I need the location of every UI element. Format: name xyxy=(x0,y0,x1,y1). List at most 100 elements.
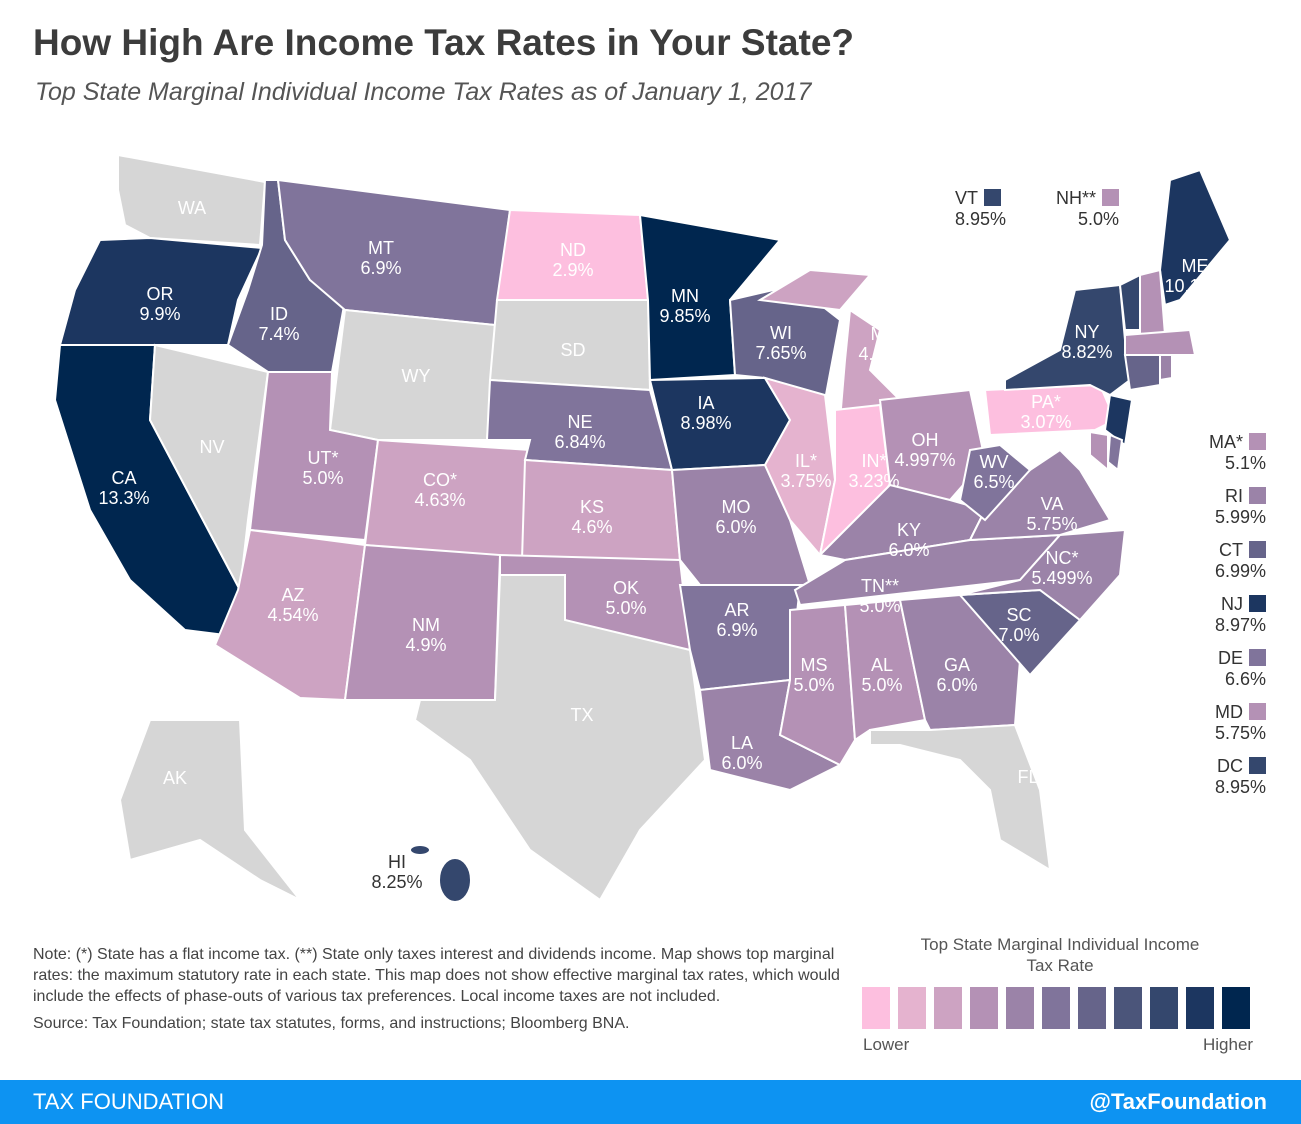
state-abbr: AR xyxy=(724,600,750,620)
state-label-IN: IN* 3.23% xyxy=(848,451,899,491)
state-MA xyxy=(1124,328,1197,356)
footer-handle[interactable]: @TaxFoundation xyxy=(1089,1089,1267,1114)
state-rate: 6.84% xyxy=(554,432,606,452)
state-abbr: DE xyxy=(1217,648,1243,668)
state-abbr: UT* xyxy=(307,448,339,468)
state-label-LA: LA 6.0% xyxy=(721,733,762,773)
state-abbr: NJ xyxy=(1221,594,1243,614)
state-rate: 6.99% xyxy=(1214,561,1266,581)
state-abbr: TN** xyxy=(860,576,899,596)
state-abbr: MT xyxy=(368,238,394,258)
color-swatch xyxy=(1102,189,1120,206)
state-rate: 5.0% xyxy=(793,675,835,695)
state-rate: 6.0% xyxy=(721,753,763,773)
footer-brand: TAX FOUNDATION xyxy=(33,1089,225,1114)
state-MI-upper xyxy=(757,268,873,312)
state-abbr: NM xyxy=(412,615,440,635)
state-label-AL: AL 5.0% xyxy=(861,655,902,695)
legend-swatch-3 xyxy=(934,987,962,1029)
state-label-OK: OK 5.0% xyxy=(605,578,646,618)
footer-bar: TAX FOUNDATION @TaxFoundation xyxy=(0,1080,1301,1124)
state-abbr: KS xyxy=(579,497,604,517)
state-CT xyxy=(1123,354,1161,392)
callout-MA: MA* 5.1% xyxy=(1150,432,1266,474)
state-abbr: DC xyxy=(1217,756,1243,776)
state-rate: 3.07% xyxy=(1020,412,1072,432)
state-rate: 6.6% xyxy=(1224,669,1266,689)
nh-callout: NH** 5.0% xyxy=(1056,188,1120,230)
state-abbr: IN* xyxy=(861,451,887,471)
legend-swatch-2 xyxy=(898,987,926,1029)
state-rate: 3.23% xyxy=(848,471,900,491)
state-rate: 5.0% xyxy=(302,468,344,488)
state-rate: 8.25% xyxy=(371,872,423,892)
state-rate: 10.15% xyxy=(1164,276,1226,296)
state-abbr: OK xyxy=(612,578,639,598)
color-swatch xyxy=(1249,703,1266,720)
state-label-KS: KS 4.6% xyxy=(571,497,612,537)
state-abbr: PA* xyxy=(1031,392,1061,412)
state-abbr: MN xyxy=(670,286,699,306)
state-label-NY: NY 8.82% xyxy=(1061,322,1112,362)
state-NH xyxy=(1139,268,1167,336)
state-rate: 4.25% xyxy=(858,344,910,364)
state-label-NV: NV xyxy=(199,437,224,457)
state-rate: 5.0% xyxy=(859,596,901,616)
state-abbr: ND xyxy=(560,240,586,260)
state-rate: 6.0% xyxy=(888,540,930,560)
state-rate: 6.9% xyxy=(360,258,402,278)
state-abbr: SD xyxy=(560,340,586,360)
state-label-OH: OH 4.997% xyxy=(894,430,955,470)
state-abbr: MS xyxy=(800,655,828,675)
state-rate: 2.9% xyxy=(552,260,594,280)
state-label-IA: IA 8.98% xyxy=(680,393,731,433)
note-text: Note: (*) State has a flat income tax. (… xyxy=(33,946,840,1005)
state-rate: 8.82% xyxy=(1061,342,1113,362)
callout-DE: DE 6.6% xyxy=(1150,648,1266,690)
notes-block: Note: (*) State has a flat income tax. (… xyxy=(33,944,843,1034)
state-rate: 6.0% xyxy=(936,675,978,695)
color-swatch xyxy=(1249,541,1266,558)
state-label-SC: SC 7.0% xyxy=(998,605,1039,645)
state-label-WY: WY xyxy=(402,366,431,386)
state-label-MS: MS 5.0% xyxy=(793,655,834,695)
vt-callout: VT 8.95% xyxy=(955,188,1006,230)
state-abbr: AL xyxy=(870,655,894,675)
state-abbr: WA xyxy=(177,198,207,218)
state-label-GA: GA 6.0% xyxy=(936,655,977,695)
legend-swatch-5 xyxy=(1006,987,1034,1029)
state-label-VA: VA 5.75% xyxy=(1026,494,1077,534)
legend-swatch-7 xyxy=(1078,987,1106,1029)
state-abbr: AK xyxy=(162,768,188,788)
state-label-WV: WV 6.5% xyxy=(973,452,1014,492)
state-rate: 3.75% xyxy=(780,471,832,491)
state-label-MN: MN 9.85% xyxy=(659,286,710,326)
state-NC xyxy=(959,528,1127,622)
state-rate: 6.0% xyxy=(715,517,757,537)
state-abbr: TX xyxy=(570,705,594,725)
state-label-NM: NM 4.9% xyxy=(405,615,446,655)
color-swatch xyxy=(1249,487,1266,504)
state-rate: 8.98% xyxy=(680,413,732,433)
state-HI-islands xyxy=(409,844,431,856)
state-abbr: OR xyxy=(146,284,174,304)
state-abbr: VA xyxy=(1040,494,1064,514)
callout-DC: DC 8.95% xyxy=(1150,756,1266,798)
state-OR xyxy=(58,236,264,346)
legend-scale xyxy=(862,987,1250,1029)
state-rate: 4.6% xyxy=(571,517,613,537)
state-label-ID: ID 7.4% xyxy=(258,304,299,344)
state-abbr: MI* xyxy=(870,324,898,344)
state-abbr: NH** xyxy=(1056,188,1097,208)
legend-swatch-4 xyxy=(970,987,998,1029)
legend-high-label: Higher xyxy=(1203,1035,1254,1054)
callout-RI: RI 5.99% xyxy=(1150,486,1266,528)
state-rate: 5.99% xyxy=(1214,507,1266,527)
state-abbr: RI xyxy=(1225,486,1243,506)
state-rate: 7.0% xyxy=(998,625,1040,645)
color-swatch xyxy=(1249,649,1266,666)
state-label-WI: WI 7.65% xyxy=(755,323,806,363)
state-label-AK: AK xyxy=(163,768,187,788)
state-VA xyxy=(968,448,1112,542)
state-label-NC: NC* 5.499% xyxy=(1031,548,1092,588)
